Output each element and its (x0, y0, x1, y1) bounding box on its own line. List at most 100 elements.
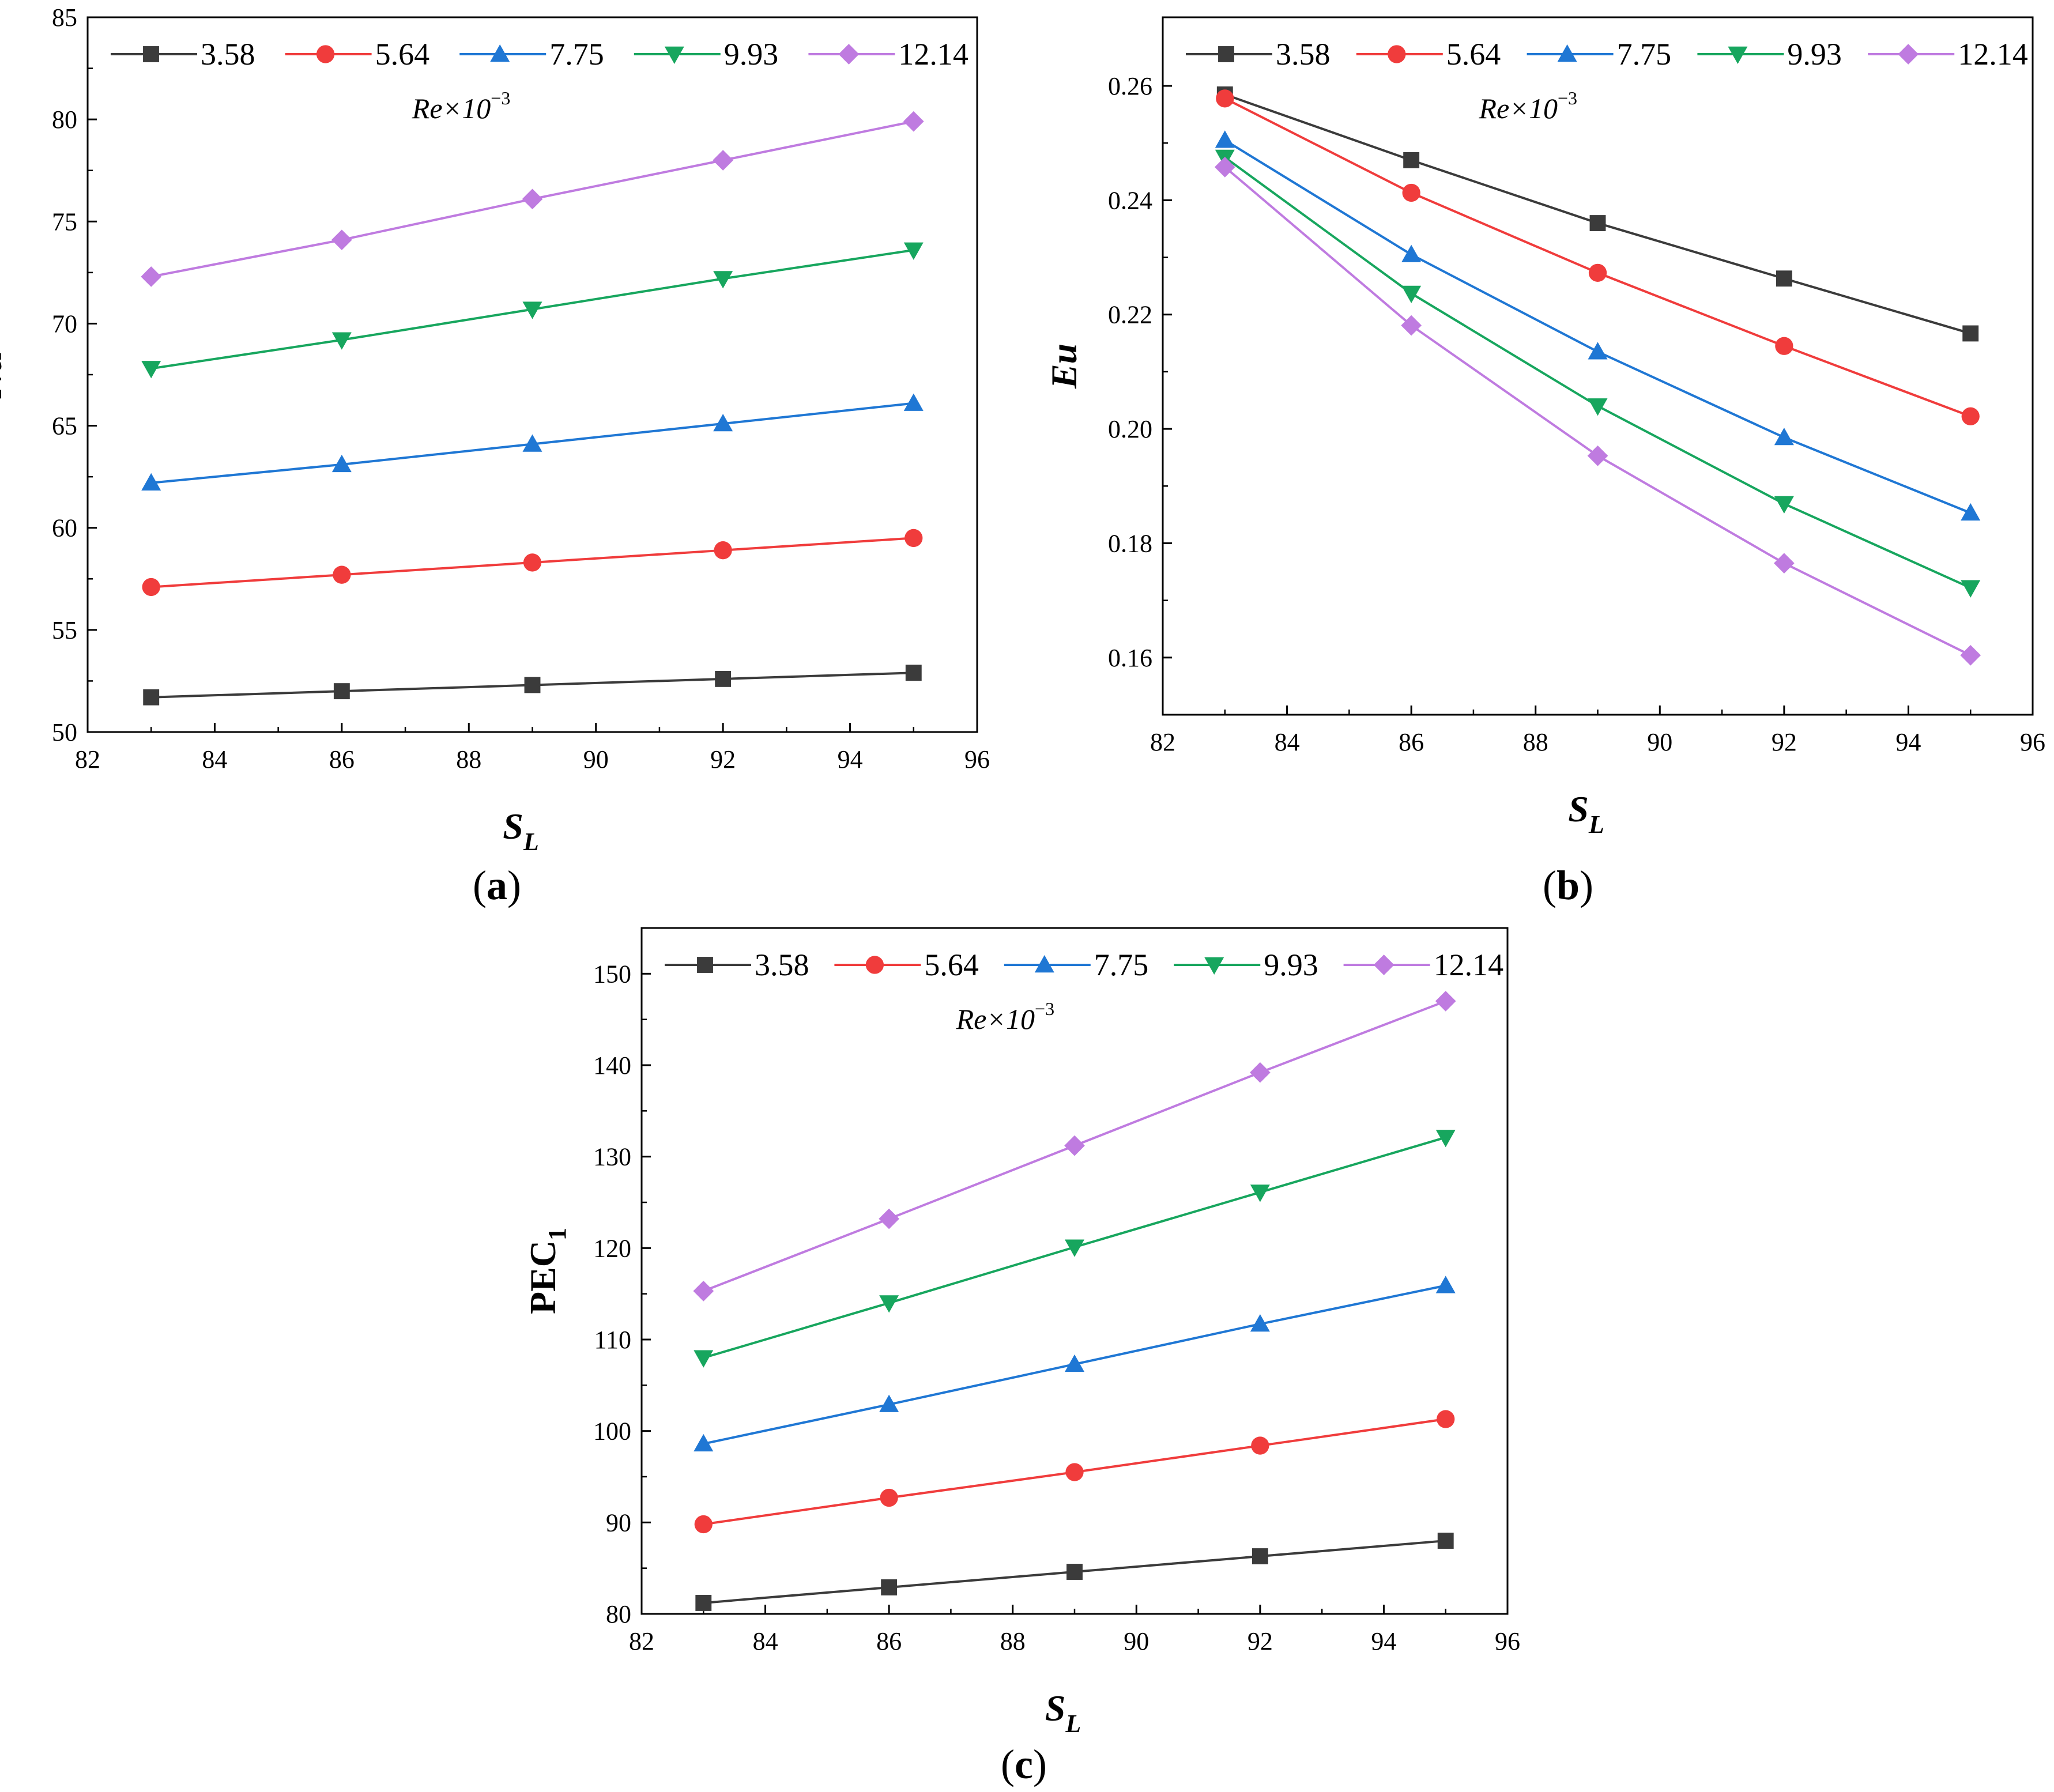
legend-label-5.64: 5.64 (375, 37, 430, 71)
x-tick-label: 92 (1772, 728, 1797, 756)
data-point-5.64-92 (1775, 337, 1793, 355)
data-point-3.58-95 (1962, 325, 1979, 342)
data-point-7.75-86 (1401, 244, 1422, 262)
y-tick-label: 100 (593, 1417, 631, 1446)
panel-label-open: ( (1543, 862, 1556, 908)
data-point-5.64-86 (1402, 183, 1420, 202)
x-tick-label: 94 (838, 745, 863, 774)
x-tick-label: 84 (202, 745, 227, 774)
panel-label-letter: b (1556, 862, 1580, 908)
data-point-9.93-95 (1435, 1130, 1456, 1148)
data-point-7.75-92 (1774, 427, 1794, 446)
chart-panel-a: 82 84 86 88 90 92 94 96 50 55 60 65 70 75 80 85 SL Nu 3.58… (0, 3, 990, 908)
legend-label-5.64: 5.64 (924, 948, 979, 982)
data-point-7.75-83 (1215, 130, 1235, 148)
y-axis-title-subscript: 1 (543, 1228, 571, 1240)
legend-marker-3.58 (143, 46, 159, 62)
data-point-12.14-95 (1960, 645, 1981, 666)
legend-title-re: Re×10−3 (412, 88, 511, 125)
data-point-7.75-83 (141, 473, 161, 491)
data-point-3.58-92 (1252, 1548, 1268, 1564)
chart-panel-b: 82 84 86 88 90 92 94 96 0.16 0.18 0.20 0.22 0.24 0.26… (1043, 16, 2045, 908)
legend-label-9.93: 9.93 (1264, 948, 1318, 982)
legend-title-re-exponent: −3 (1035, 998, 1054, 1019)
data-point-5.64-83 (694, 1515, 713, 1534)
y-tick-label: 90 (606, 1508, 631, 1537)
data-point-3.58-89 (1066, 1564, 1083, 1580)
data-point-12.14-86 (879, 1208, 899, 1229)
x-tick-label: 88 (1000, 1627, 1026, 1655)
legend-label-12.14: 12.14 (1958, 37, 2028, 71)
panel-label-b: (b) (1543, 862, 1593, 908)
data-point-12.14-92 (1774, 553, 1795, 574)
x-tick-label: 90 (1124, 1627, 1149, 1655)
legend-marker-9.93 (1728, 46, 1748, 64)
data-point-7.75-95 (1435, 1276, 1456, 1293)
y-axis-title: Nu (0, 351, 9, 399)
data-point-3.58-95 (905, 665, 922, 681)
x-axis-title: SL (1568, 789, 1604, 839)
x-tick-label: 96 (2020, 728, 2045, 756)
x-axis-title-subscript: L (1065, 1710, 1081, 1738)
data-point-7.75-83 (694, 1433, 714, 1452)
legend: 3.58 5.64 7.75 9.93 12.14 (111, 37, 968, 71)
x-tick-label: 82 (629, 1627, 654, 1655)
y-tick-label: 65 (52, 412, 77, 440)
x-axis-title-subscript: L (1588, 810, 1604, 839)
legend-marker-7.75 (490, 44, 510, 62)
data-point-9.93-89 (1065, 1239, 1084, 1257)
data-point-12.14-89 (1587, 445, 1608, 466)
data-point-3.58-86 (881, 1579, 898, 1595)
data-point-3.58-92 (1776, 270, 1792, 287)
y-tick-label: 110 (594, 1326, 631, 1354)
data-point-5.64-89 (1065, 1463, 1084, 1481)
y-tick-label: 60 (52, 514, 77, 542)
data-point-5.64-83 (1216, 89, 1234, 108)
panel-label-open: ( (473, 862, 487, 908)
x-axis-title-subscript: L (523, 828, 539, 856)
data-point-3.58-89 (524, 677, 541, 693)
data-point-9.93-89 (522, 301, 542, 319)
data-point-5.64-92 (714, 541, 732, 560)
legend-title-re-exponent: −3 (491, 88, 510, 108)
data-point-7.75-86 (331, 454, 352, 473)
figure-panels: 82 84 86 88 90 92 94 965055606570758085SLNu3.58… (0, 3, 2045, 1787)
data-point-12.14-83 (693, 1281, 714, 1301)
x-tick-label: 94 (1371, 1627, 1396, 1655)
data-point-9.93-86 (879, 1295, 899, 1313)
legend-marker-5.64 (1388, 45, 1406, 63)
legend-label-7.75: 7.75 (1094, 948, 1149, 982)
x-tick-label: 82 (75, 745, 100, 774)
data-point-5.64-89 (523, 553, 542, 572)
data-point-5.64-83 (142, 578, 160, 597)
data-point-9.93-95 (903, 242, 924, 260)
data-point-3.58-86 (333, 683, 350, 700)
x-tick-label: 82 (1150, 728, 1175, 756)
x-tick-label: 86 (329, 745, 355, 774)
legend-marker-3.58 (1218, 46, 1234, 62)
y-axis-title: PEC1 (522, 1228, 571, 1314)
x-axis-title-main: S (1568, 789, 1589, 829)
y-tick-label: 55 (52, 616, 77, 644)
legend-marker-5.64 (865, 956, 884, 974)
x-tick-label: 88 (1523, 728, 1548, 756)
x-tick-label: 92 (710, 745, 736, 774)
legend-label-3.58: 3.58 (755, 948, 809, 982)
data-point-9.93-86 (1401, 285, 1422, 304)
y-axis-title-main: PEC (522, 1240, 563, 1314)
data-point-7.75-89 (1065, 1354, 1084, 1372)
legend-title-re: Re×10−3 (1479, 88, 1578, 125)
y-tick-label: 0.18 (1108, 529, 1152, 557)
data-point-5.64-92 (1251, 1436, 1269, 1455)
panel-label-close: ) (1580, 862, 1593, 908)
data-point-7.75-86 (879, 1394, 899, 1412)
data-point-9.93-83 (141, 361, 161, 379)
data-point-9.93-95 (1961, 580, 1981, 598)
data-point-12.14-86 (331, 229, 352, 251)
x-axis-title-main: S (503, 806, 523, 847)
data-point-12.14-83 (1214, 157, 1235, 178)
y-tick-label: 80 (606, 1600, 631, 1628)
y-tick-label: 150 (593, 960, 631, 988)
y-tick-label: 0.22 (1108, 301, 1152, 329)
